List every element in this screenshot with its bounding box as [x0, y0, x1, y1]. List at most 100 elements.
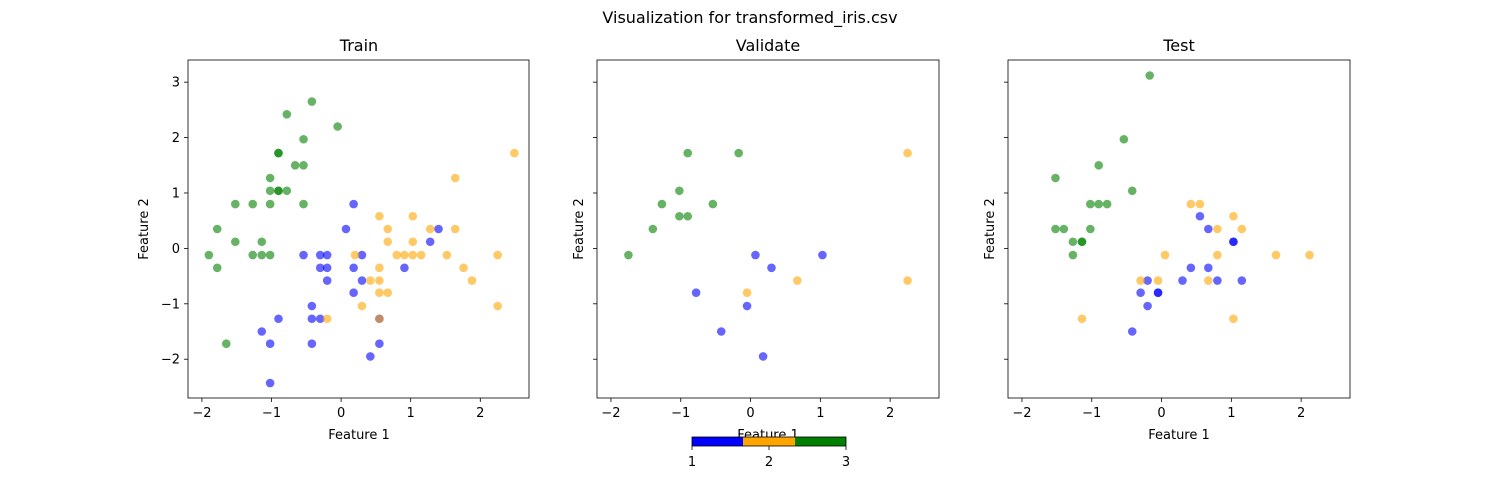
x-tick-label: −2: [192, 406, 211, 421]
scatter-point: [708, 199, 718, 209]
scatter-point: [274, 186, 283, 196]
scatter-point: [315, 263, 325, 273]
scatter-point: [375, 339, 384, 349]
scatter-point: [510, 148, 519, 158]
scatter-point: [274, 148, 283, 158]
scatter-points: [204, 97, 519, 388]
scatter-point: [818, 250, 827, 260]
scatter-point: [1237, 224, 1247, 234]
scatter-point: [265, 339, 275, 349]
scatter-point: [758, 352, 768, 361]
scatter-point: [350, 250, 360, 260]
scatter-point: [375, 314, 384, 324]
axes-frame: [1007, 59, 1351, 399]
scatter-points: [1051, 71, 1314, 336]
scatter-point: [648, 224, 658, 234]
scatter-point: [265, 186, 275, 196]
x-tick-label: −1: [1082, 406, 1101, 421]
y-tick-label: 0: [172, 242, 180, 257]
scatter-point: [204, 250, 214, 260]
scatter-point: [257, 250, 267, 260]
scatter-point: [299, 199, 308, 209]
scatter-point: [493, 301, 502, 311]
scatter-points: [624, 148, 912, 361]
scatter-point: [1160, 250, 1170, 260]
scatter-point: [1153, 276, 1163, 285]
scatter-point: [375, 276, 384, 285]
scatter-point: [1136, 276, 1145, 285]
scatter-point: [1086, 199, 1095, 209]
scatter-point: [408, 250, 418, 260]
scatter-point: [1136, 288, 1145, 298]
scatter-point: [1237, 276, 1247, 285]
subplot-title: Train: [339, 36, 378, 55]
scatter-point: [290, 160, 300, 170]
scatter-point: [408, 211, 418, 221]
scatter-point: [1068, 250, 1078, 260]
scatter-point: [683, 148, 693, 158]
scatter-point: [434, 224, 443, 234]
scatter-point: [299, 250, 308, 260]
scatter-point: [683, 211, 693, 221]
figure-suptitle: Visualization for transformed_iris.csv: [602, 8, 897, 28]
scatter-point: [383, 224, 393, 234]
scatter-point: [467, 276, 477, 285]
colorbar-tick-label: 2: [765, 455, 773, 470]
scatter-point: [307, 314, 317, 324]
scatter-point: [450, 173, 460, 183]
scatter-point: [1213, 276, 1222, 285]
scatter-point: [400, 263, 409, 273]
scatter-point: [357, 276, 367, 285]
scatter-point: [1143, 276, 1152, 285]
scatter-point: [383, 237, 393, 247]
scatter-point: [274, 314, 283, 324]
scatter-point: [1229, 237, 1238, 247]
scatter-point: [1077, 314, 1087, 324]
scatter-point: [1094, 199, 1104, 209]
scatter-point: [366, 276, 375, 285]
scatter-point: [1086, 224, 1095, 234]
scatter-point: [1204, 263, 1213, 273]
scatter-point: [212, 224, 222, 234]
x-tick-label: 1: [1227, 406, 1235, 421]
scatter-point: [357, 301, 367, 311]
scatter-point: [450, 224, 460, 234]
x-tick-label: 2: [476, 406, 484, 421]
scatter-point: [675, 211, 684, 221]
y-tick-label: −2: [161, 353, 180, 368]
scatter-point: [357, 250, 367, 260]
x-tick-label: 2: [886, 406, 894, 421]
y-axis-label: Feature 2: [983, 198, 998, 260]
scatter-point: [1059, 224, 1069, 234]
scatter-point: [734, 148, 743, 158]
scatter-point: [742, 288, 752, 298]
subplot-train: Train Feature 1 Feature 2 −2 −1 0 1 2 −2 −1 0 1 2…: [137, 36, 530, 443]
scatter-point: [265, 250, 275, 260]
scatter-point: [349, 199, 358, 209]
y-tick-label: 3: [172, 76, 180, 91]
scatter-point: [493, 250, 502, 260]
scatter-point: [793, 276, 802, 285]
scatter-point: [742, 301, 752, 311]
x-tick-label: 1: [407, 406, 415, 421]
scatter-point: [265, 199, 275, 209]
scatter-point: [657, 199, 667, 209]
scatter-point: [675, 186, 684, 196]
scatter-point: [315, 314, 325, 324]
colorbar: 1 2 3: [688, 436, 850, 470]
scatter-point: [349, 288, 358, 298]
subplot-title: Test: [1162, 36, 1195, 55]
scatter-point: [221, 339, 231, 349]
scatter-point: [751, 250, 760, 260]
scatter-point: [366, 352, 375, 361]
scatter-point: [1186, 263, 1196, 273]
scatter-point: [282, 110, 292, 119]
scatter-point: [315, 250, 325, 260]
scatter-point: [903, 276, 912, 285]
scatter-point: [767, 263, 776, 273]
subplot-title: Validate: [736, 36, 800, 55]
scatter-point: [307, 301, 317, 311]
scatter-point: [1051, 224, 1060, 234]
x-tick-label: 0: [746, 406, 754, 421]
